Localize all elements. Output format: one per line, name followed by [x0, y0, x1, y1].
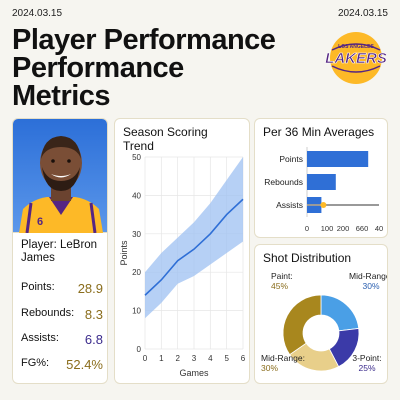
- x-tick-label: 200: [337, 224, 350, 233]
- shot-chart: Paint:45%Mid-Range:30%Mid-Range:30%3-Poi…: [261, 271, 388, 373]
- stat-label: FG%:: [21, 357, 50, 369]
- shot-title: Shot Distribution: [263, 251, 352, 265]
- trend-title: Season Scoring Trend: [123, 125, 208, 153]
- bar: [307, 174, 336, 190]
- x-tick-label: 4: [208, 354, 213, 363]
- y-tick-label: 40: [132, 191, 141, 200]
- slice-label-percent: 45%: [271, 281, 288, 291]
- pie-slice: [320, 294, 360, 332]
- scoring-trend-card: Season Scoring Trend 0 10 20 30 40 50 0 1 2 3 4 5 6 G…: [114, 118, 250, 384]
- y-tick-label: 50: [132, 153, 141, 162]
- y-tick-label: 30: [132, 230, 141, 239]
- x-tick-label: 2: [175, 354, 180, 363]
- bar-category-label: Rebounds: [264, 177, 303, 187]
- y-axis-label: Points: [119, 240, 129, 266]
- stat-value: 6.8: [84, 332, 103, 347]
- slice-label-percent: 30%: [362, 281, 379, 291]
- x-axis-label: Games: [179, 368, 209, 378]
- per36-card: Per 36 Min Averages Points Rebounds Assist…: [254, 118, 388, 238]
- confidence-band: [145, 157, 243, 319]
- slice-label-name: 3-Point:: [352, 353, 381, 363]
- stat-value: 28.9: [77, 281, 103, 296]
- jersey-number: 6: [37, 216, 43, 228]
- y-tick-label: 20: [132, 268, 141, 277]
- error-marker: [320, 202, 327, 208]
- pie-slice: [282, 294, 322, 356]
- player-name: Player: LeBron James: [21, 239, 98, 264]
- stat-label: Points:: [21, 281, 55, 293]
- x-tick-label: 3: [192, 354, 197, 363]
- x-tick-label: 1: [159, 354, 164, 363]
- x-tick-label: 0: [305, 224, 309, 233]
- stat-label: Assists:: [21, 332, 59, 344]
- page-title: Player Performance Performance Metrics: [12, 24, 312, 112]
- lakers-logo: LOS ANGELES LAKERS: [325, 32, 387, 84]
- bar-category-label: Points: [279, 154, 303, 164]
- logo-subtext: LOS ANGELES: [338, 44, 374, 50]
- x-tick-label: 660: [356, 224, 369, 233]
- stat-row: Points: 28.9: [21, 281, 103, 296]
- x-tick-label: 6: [241, 354, 246, 363]
- title-line-3: Metrics: [12, 80, 111, 112]
- slice-label-name: Paint:: [271, 271, 293, 281]
- bar: [307, 151, 369, 167]
- stat-label: Rebounds:: [21, 307, 75, 319]
- date-right: 2024.03.15: [337, 8, 388, 19]
- trend-chart: 0 10 20 30 40 50 0 1 2 3 4 5 6 Games Points: [119, 153, 246, 378]
- bar-category-label: Assists: [276, 200, 303, 210]
- slice-label-percent: 25%: [358, 363, 375, 373]
- x-tick-label: 100: [321, 224, 334, 233]
- title-line-1: Player Performance: [12, 24, 276, 56]
- x-tick-label: 0: [143, 354, 148, 363]
- date-left: 2024.03.15: [12, 8, 63, 19]
- series-line: [144, 198, 244, 296]
- y-tick-label: 0: [137, 345, 142, 354]
- player-card: 6 Player: LeBron James Points: 28.9 Reboun…: [12, 118, 108, 384]
- stat-value: 8.3: [84, 307, 103, 322]
- slice-label-name: Mid-Range:: [261, 353, 305, 363]
- stat-row: Assists: 6.8: [21, 332, 103, 347]
- y-tick-label: 10: [132, 307, 141, 316]
- logo-text: LAKERS: [325, 50, 387, 67]
- slice-label-name: Mid-Range:: [349, 271, 388, 281]
- shot-distribution-card: Shot Distribution Paint: 45% Mid-Range: 30%…: [254, 244, 388, 384]
- stat-row: FG%: 52.4%: [21, 357, 103, 372]
- slice-label-percent: 30%: [261, 363, 278, 373]
- per36-chart: Points Rebounds Assists 0 100 200 660 40: [264, 147, 383, 233]
- x-tick-label: 5: [224, 354, 229, 363]
- title-line-2: Performance: [12, 52, 184, 84]
- player-photo: 6: [13, 119, 107, 234]
- per36-title: Per 36 Min Averages: [263, 125, 375, 139]
- stat-value: 52.4%: [66, 357, 103, 372]
- stat-row: Rebounds: 8.3: [21, 307, 103, 322]
- x-tick-label: 40: [375, 224, 383, 233]
